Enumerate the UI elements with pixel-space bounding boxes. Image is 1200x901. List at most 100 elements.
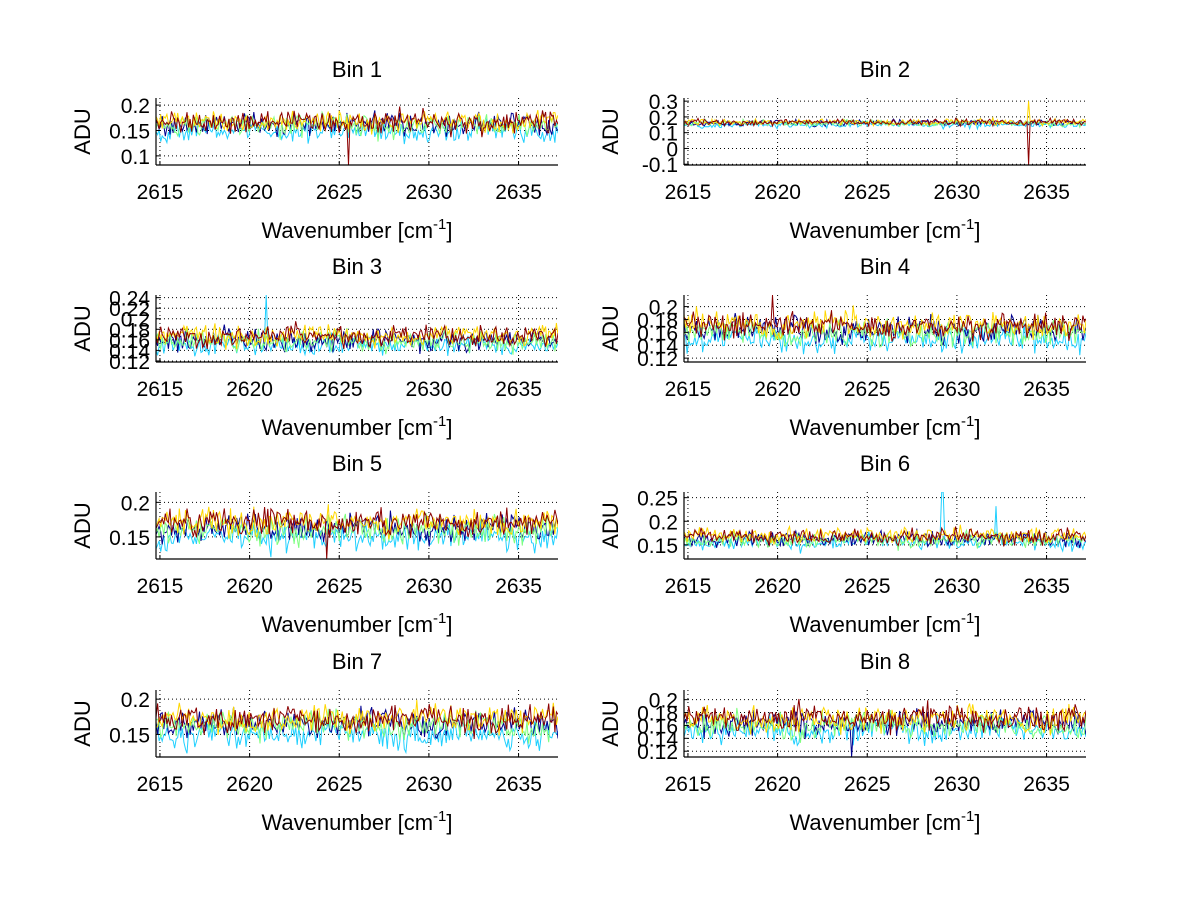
x-tick-label: 2615 bbox=[665, 773, 712, 796]
x-tick-label: 2630 bbox=[934, 181, 981, 204]
y-axis-label: ADU bbox=[598, 108, 623, 154]
x-tick-label: 2635 bbox=[1023, 575, 1070, 598]
y-tick-label: -0.1 bbox=[642, 154, 678, 177]
series-group bbox=[684, 698, 1086, 757]
series-line-4 bbox=[684, 305, 1086, 341]
series-line-2 bbox=[156, 519, 558, 558]
x-tick-label: 2620 bbox=[754, 773, 801, 796]
y-tick-label: 0.1 bbox=[121, 146, 150, 169]
x-tick-label: 2625 bbox=[316, 378, 363, 401]
x-tick-label: 2615 bbox=[665, 378, 712, 401]
x-tick-label: 2635 bbox=[495, 181, 542, 204]
x-axis-label-superscript: -1 bbox=[433, 216, 446, 233]
x-axis-label-base: Wavenumber [cm bbox=[789, 218, 961, 243]
x-axis-label-base: Wavenumber [cm bbox=[261, 415, 433, 440]
panel-title: Bin 6 bbox=[860, 451, 910, 476]
y-tick-label: 0.2 bbox=[121, 689, 150, 712]
panel-bin-8: 2615 2620 2625 2630 2635 0.120.140.160.180.2 B… bbox=[598, 649, 1086, 835]
series-group bbox=[684, 295, 1086, 356]
y-tick-label: 0.15 bbox=[109, 724, 150, 747]
series-line-5 bbox=[684, 116, 1086, 165]
panel-bin-7: 2615 2620 2625 2630 2635 0.15 0.2 Bin 7 Wavenumb… bbox=[70, 649, 558, 835]
x-axis-label: Wavenumber [cm-1] bbox=[261, 216, 452, 243]
y-axis-label: ADU bbox=[598, 700, 623, 746]
x-tick-label: 2625 bbox=[316, 773, 363, 796]
x-tick-label: 2615 bbox=[137, 378, 184, 401]
y-tick-label: 0.2 bbox=[649, 297, 678, 320]
x-tick-label: 2620 bbox=[226, 378, 273, 401]
x-axis-label-base: Wavenumber [cm bbox=[261, 218, 433, 243]
x-axis-label-base: Wavenumber [cm bbox=[789, 415, 961, 440]
x-tick-label: 2615 bbox=[137, 773, 184, 796]
x-tick-label: 2625 bbox=[316, 575, 363, 598]
series-line-5 bbox=[156, 703, 558, 740]
x-tick-label: 2615 bbox=[137, 575, 184, 598]
y-tick-label: 0.14 bbox=[109, 340, 150, 363]
x-axis-label-superscript: -1 bbox=[433, 413, 446, 430]
y-tick-label: 0.22 bbox=[109, 298, 150, 321]
x-tick-label: 2635 bbox=[495, 773, 542, 796]
x-tick-label: 2620 bbox=[754, 378, 801, 401]
panel-title: Bin 8 bbox=[860, 649, 910, 674]
y-tick-label: 0.15 bbox=[109, 527, 150, 550]
y-tick-label: 0.2 bbox=[121, 309, 150, 332]
series-group bbox=[684, 101, 1086, 165]
y-tick-label: 0.2 bbox=[649, 690, 678, 713]
x-tick-label: 2635 bbox=[1023, 181, 1070, 204]
series-line-3 bbox=[156, 110, 558, 142]
x-tick-label: 2625 bbox=[844, 575, 891, 598]
y-tick-label: 0.3 bbox=[649, 91, 678, 114]
x-axis-label-end: ] bbox=[446, 612, 452, 637]
x-axis-label: Wavenumber [cm-1] bbox=[789, 216, 980, 243]
panel-bin-4: 2615 2620 2625 2630 2635 0.120.140.160.180.2 B… bbox=[598, 254, 1086, 440]
panel-bin-1: 2615 2620 2625 2630 2635 0.1 0.150.2 Bin 1 Waven… bbox=[70, 57, 558, 243]
x-axis-label: Wavenumber [cm-1] bbox=[789, 413, 980, 440]
y-tick-label: 0.16 bbox=[637, 322, 678, 345]
series-line-4 bbox=[156, 699, 558, 736]
series-line-5 bbox=[156, 321, 558, 350]
series-line-5 bbox=[684, 526, 1086, 547]
x-tick-label: 2630 bbox=[406, 773, 453, 796]
x-axis-label-end: ] bbox=[446, 415, 452, 440]
y-tick-label: 0.15 bbox=[109, 120, 150, 143]
x-axis-label-base: Wavenumber [cm bbox=[789, 810, 961, 835]
x-axis-label-base: Wavenumber [cm bbox=[261, 810, 433, 835]
y-tick-label: 0.2 bbox=[649, 511, 678, 534]
series-line-5 bbox=[684, 295, 1086, 342]
x-tick-label: 2630 bbox=[934, 773, 981, 796]
x-tick-label: 2615 bbox=[665, 575, 712, 598]
y-axis-label: ADU bbox=[70, 108, 95, 154]
x-tick-label: 2620 bbox=[226, 575, 273, 598]
x-axis-label-end: ] bbox=[974, 218, 980, 243]
y-tick-label: 0.12 bbox=[637, 348, 678, 371]
y-tick-label: 0.14 bbox=[637, 728, 678, 751]
x-tick-label: 2615 bbox=[665, 181, 712, 204]
series-group bbox=[156, 106, 558, 165]
x-tick-label: 2630 bbox=[934, 575, 981, 598]
x-tick-label: 2630 bbox=[406, 181, 453, 204]
x-axis-label-superscript: -1 bbox=[961, 413, 974, 430]
x-tick-label: 2630 bbox=[406, 378, 453, 401]
y-tick-label: 0.1 bbox=[649, 123, 678, 146]
y-tick-label: 0.18 bbox=[109, 319, 150, 342]
panel-title: Bin 5 bbox=[332, 451, 382, 476]
y-tick-label: 0.18 bbox=[637, 703, 678, 726]
x-axis-label: Wavenumber [cm-1] bbox=[261, 610, 452, 637]
x-tick-label: 2630 bbox=[406, 575, 453, 598]
x-axis-label: Wavenumber [cm-1] bbox=[789, 610, 980, 637]
panel-title: Bin 4 bbox=[860, 254, 910, 279]
series-line-5 bbox=[684, 698, 1086, 736]
panel-bin-6: 2615 2620 2625 2630 2635 0.150.20.25 Bin 6 Wave… bbox=[598, 451, 1086, 637]
x-axis-label-superscript: -1 bbox=[961, 216, 974, 233]
series-line-5 bbox=[156, 106, 558, 165]
y-tick-label: 0.14 bbox=[637, 335, 678, 358]
x-tick-label: 2620 bbox=[754, 181, 801, 204]
y-tick-label: 0.15 bbox=[637, 535, 678, 558]
x-axis-label: Wavenumber [cm-1] bbox=[789, 808, 980, 835]
y-tick-label: 0.24 bbox=[109, 288, 150, 311]
x-tick-label: 2635 bbox=[1023, 378, 1070, 401]
y-tick-label: 0.16 bbox=[637, 715, 678, 738]
panel-title: Bin 2 bbox=[860, 57, 910, 82]
y-tick-label: 0.12 bbox=[637, 741, 678, 764]
x-axis-label-end: ] bbox=[974, 612, 980, 637]
